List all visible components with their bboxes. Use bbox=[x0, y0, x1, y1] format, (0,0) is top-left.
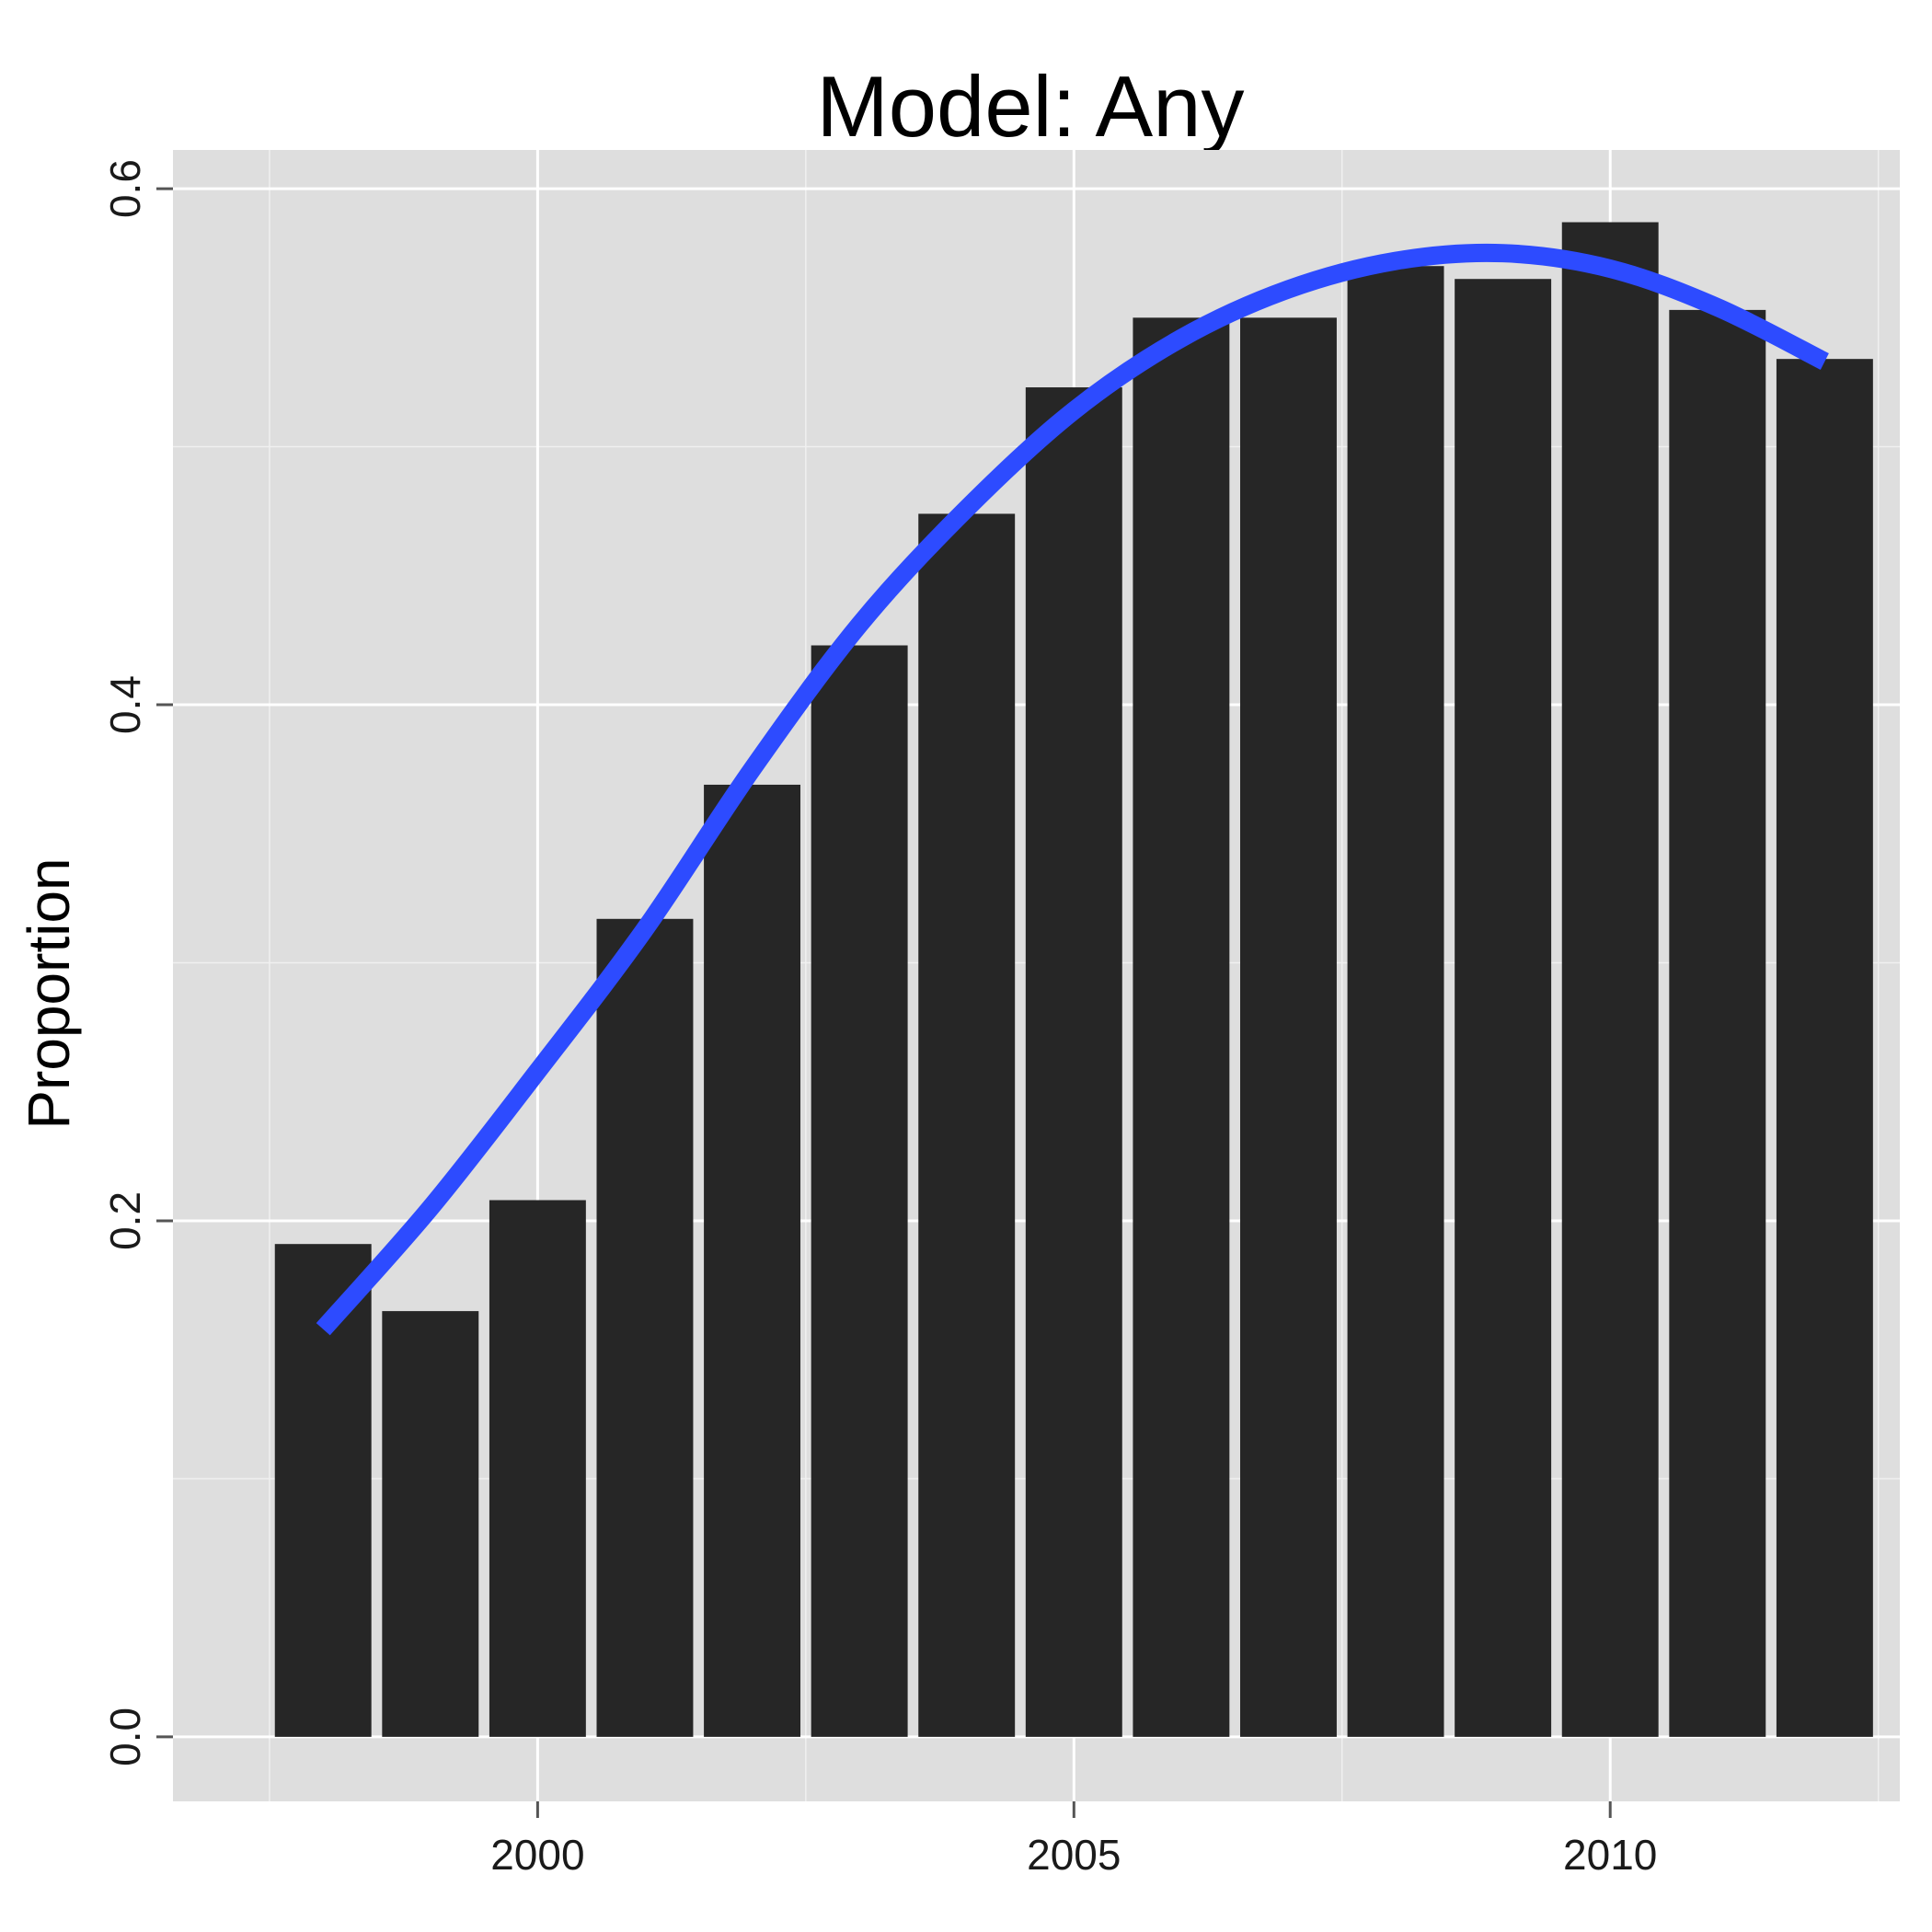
bar bbox=[1133, 317, 1230, 1737]
axes: 0.0 0.2 0.4 0.6 2000 2005 2010 bbox=[101, 159, 1657, 1879]
y-tick-label: 0.4 bbox=[101, 675, 149, 734]
bar bbox=[1347, 266, 1444, 1737]
x-tick-label: 2010 bbox=[1563, 1831, 1657, 1879]
bar bbox=[1561, 222, 1659, 1737]
bar bbox=[382, 1311, 479, 1737]
bar bbox=[704, 784, 801, 1737]
bar bbox=[1025, 387, 1122, 1737]
smooth-trend-line bbox=[316, 243, 1829, 1336]
bar bbox=[489, 1200, 586, 1737]
x-tick-label: 2000 bbox=[490, 1831, 584, 1879]
x-tick-label: 2005 bbox=[1027, 1831, 1121, 1879]
bar bbox=[811, 645, 908, 1737]
bar bbox=[918, 513, 1016, 1737]
smooth-line-path bbox=[316, 243, 1829, 1336]
y-tick-label: 0.0 bbox=[101, 1708, 149, 1766]
bar bbox=[1455, 279, 1552, 1737]
bar bbox=[1776, 359, 1873, 1737]
y-tick-label: 0.2 bbox=[101, 1191, 149, 1250]
bar bbox=[1240, 317, 1337, 1737]
y-axis-label: Proportion bbox=[16, 857, 82, 1129]
y-tick-label: 0.6 bbox=[101, 159, 149, 218]
bar bbox=[1669, 309, 1766, 1737]
chart-title: Model: Any bbox=[816, 58, 1244, 155]
bars bbox=[274, 222, 1873, 1737]
bar bbox=[596, 918, 694, 1737]
